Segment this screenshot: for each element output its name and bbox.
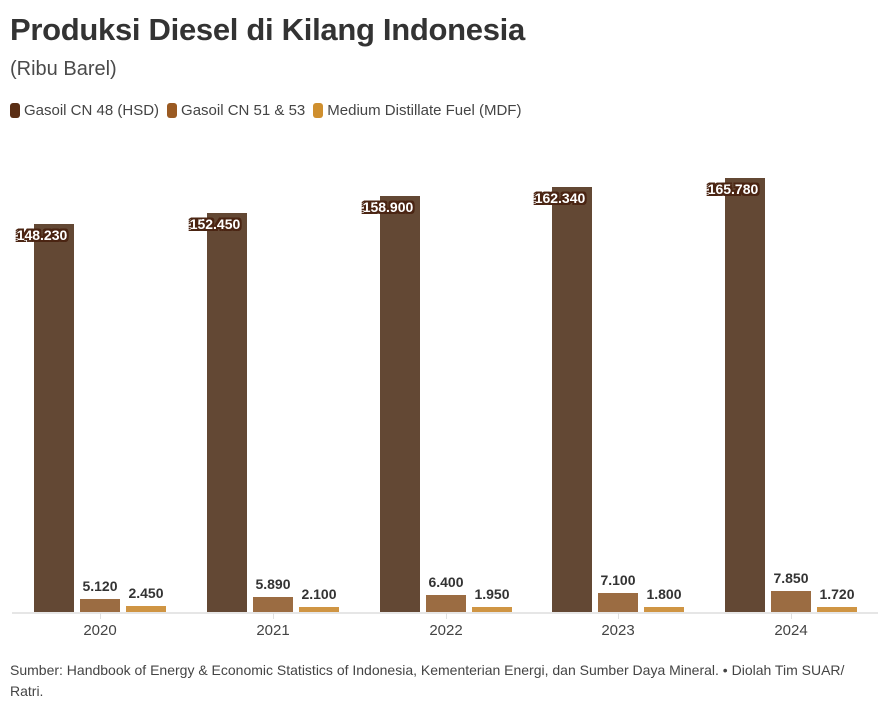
- x-axis-tick: [791, 613, 792, 619]
- x-axis-label: 2021: [256, 622, 290, 639]
- bar-cn51-2020[interactable]: [80, 599, 120, 612]
- x-axis-label: 2022: [429, 622, 463, 639]
- legend-label-mdf: Medium Distillate Fuel (MDF): [327, 102, 522, 119]
- bar-cn51-2024[interactable]: [771, 591, 811, 612]
- data-label-mdf: 2.100: [301, 586, 337, 602]
- x-axis-label: 2020: [83, 622, 117, 639]
- data-label-hsd: 148.230: [16, 227, 68, 243]
- bar-mdf-2020[interactable]: [126, 606, 166, 612]
- data-label-hsd: 165.780: [707, 181, 759, 197]
- legend-item-cn51: Gasoil CN 51 & 53: [167, 102, 305, 119]
- data-label-cn51: 5.890: [255, 576, 291, 592]
- bar-hsd-2021[interactable]: [207, 213, 247, 612]
- data-label-cn51: 5.120: [82, 578, 118, 594]
- legend: Gasoil CN 48 (HSD) Gasoil CN 51 & 53 Med…: [10, 102, 529, 119]
- data-label-cn51: 7.100: [600, 572, 636, 588]
- legend-swatch-hsd: [10, 103, 20, 118]
- source-note: Sumber: Handbook of Energy & Economic St…: [10, 662, 845, 699]
- plot-area: 2020 148.230 5.120 2.450 2021 152.450 5.890 2.1…: [12, 178, 878, 639]
- data-label-mdf: 2.450: [128, 585, 164, 601]
- bar-hsd-2022[interactable]: [380, 196, 420, 612]
- bar-hsd-2020[interactable]: [34, 224, 74, 612]
- data-label-cn51: 7.850: [773, 570, 809, 586]
- x-axis-label: 2023: [601, 622, 635, 639]
- x-axis-tick: [100, 613, 101, 619]
- bar-mdf-2021[interactable]: [299, 607, 339, 612]
- data-label-hsd: 152.450: [189, 216, 241, 232]
- legend-label-cn51: Gasoil CN 51 & 53: [181, 102, 306, 119]
- x-axis-baseline: [12, 612, 878, 614]
- x-axis-tick: [446, 613, 447, 619]
- bar-hsd-2023[interactable]: [552, 187, 592, 612]
- bar-hsd-2024[interactable]: [725, 178, 765, 612]
- legend-item-mdf: Medium Distillate Fuel (MDF): [313, 102, 521, 119]
- legend-swatch-mdf: [313, 103, 324, 118]
- data-label-mdf: 1.800: [646, 586, 682, 602]
- bar-cn51-2021[interactable]: [253, 597, 293, 612]
- bar-mdf-2022[interactable]: [472, 607, 512, 612]
- data-label-mdf: 1.950: [474, 586, 510, 602]
- data-label-mdf: 1.720: [819, 586, 855, 602]
- bar-mdf-2023[interactable]: [644, 607, 684, 612]
- x-axis-tick: [273, 613, 274, 619]
- x-axis-label: 2024: [774, 622, 808, 639]
- bar-cn51-2022[interactable]: [426, 595, 466, 612]
- legend-item-hsd: Gasoil CN 48 (HSD): [10, 102, 159, 119]
- bar-cn51-2023[interactable]: [598, 593, 638, 612]
- chart-subtitle: (Ribu Barel): [10, 58, 117, 80]
- legend-label-hsd: Gasoil CN 48 (HSD): [24, 102, 160, 119]
- data-label-hsd: 158.900: [362, 199, 414, 215]
- legend-swatch-cn51: [167, 103, 178, 118]
- chart-title: Produksi Diesel di Kilang Indonesia: [10, 12, 525, 47]
- x-axis-tick: [618, 613, 619, 619]
- data-label-hsd: 162.340: [534, 190, 586, 206]
- bar-mdf-2024[interactable]: [817, 607, 857, 612]
- data-label-cn51: 6.400: [428, 574, 464, 590]
